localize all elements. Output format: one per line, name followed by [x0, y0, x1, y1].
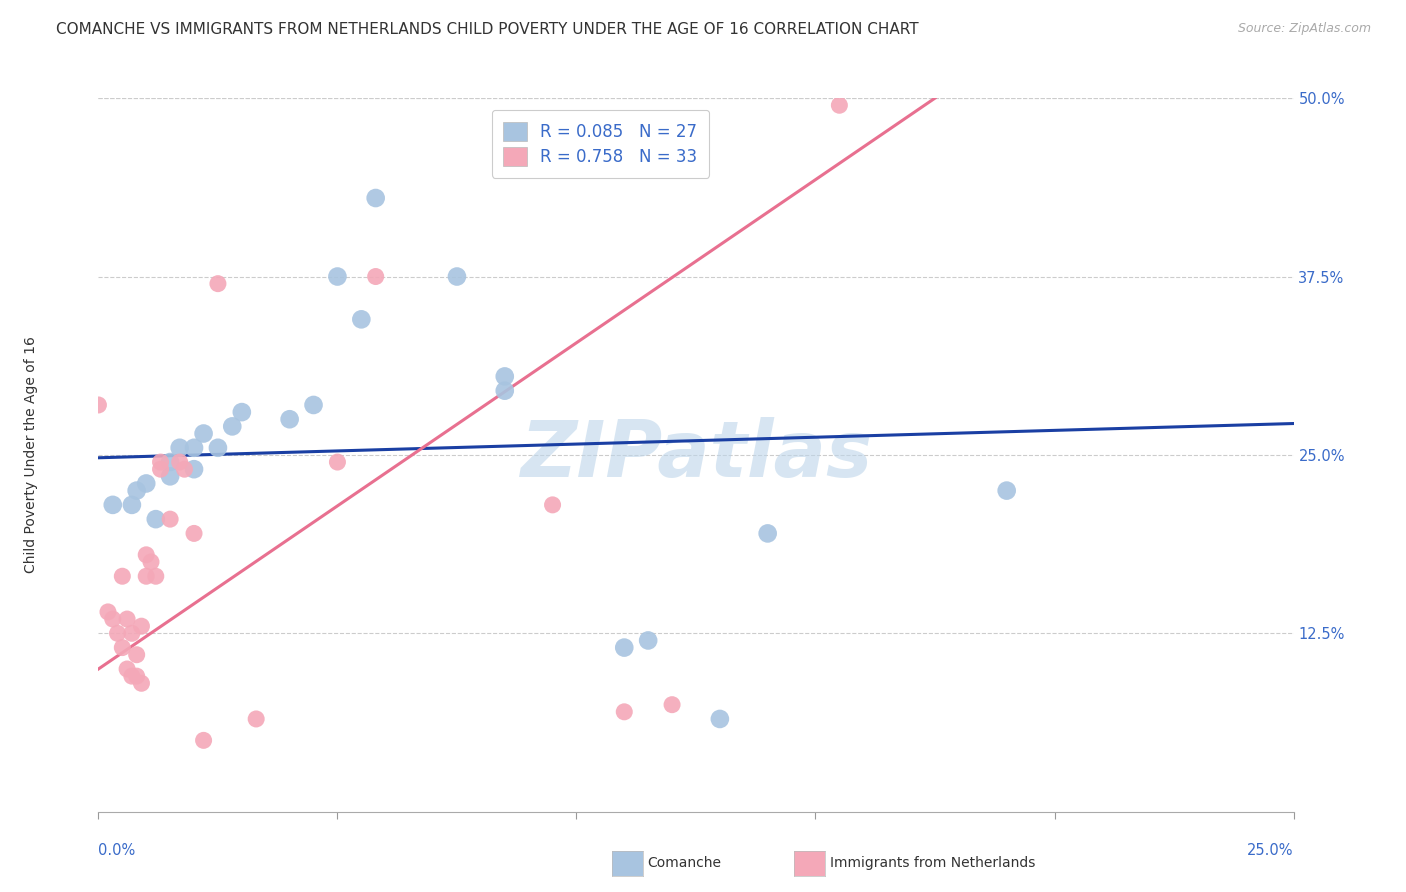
Point — [149, 455, 172, 469]
Point — [135, 548, 157, 562]
Point — [169, 441, 191, 455]
Point — [183, 462, 205, 476]
Point — [494, 384, 516, 398]
Point — [278, 412, 301, 426]
Point — [446, 269, 468, 284]
Point — [995, 483, 1018, 498]
Point — [97, 605, 120, 619]
Point — [159, 469, 181, 483]
Point — [145, 512, 167, 526]
Point — [221, 419, 243, 434]
Text: 0.0%: 0.0% — [98, 843, 135, 858]
Point — [364, 269, 387, 284]
Point — [169, 455, 191, 469]
Point — [101, 612, 124, 626]
Point — [231, 405, 253, 419]
Point — [131, 676, 153, 690]
Point — [364, 191, 387, 205]
Point — [183, 526, 205, 541]
Point — [326, 455, 349, 469]
Point — [115, 612, 138, 626]
Point — [145, 569, 167, 583]
Point — [111, 569, 134, 583]
Point — [125, 669, 148, 683]
Point — [173, 462, 195, 476]
Point — [207, 277, 229, 291]
Point — [125, 648, 148, 662]
Text: Comanche: Comanche — [647, 856, 721, 871]
Text: 25.0%: 25.0% — [1247, 843, 1294, 858]
Point — [494, 369, 516, 384]
Point — [541, 498, 564, 512]
Point — [135, 569, 157, 583]
Point — [149, 462, 172, 476]
Point — [121, 626, 143, 640]
Point — [87, 398, 110, 412]
Point — [193, 426, 215, 441]
Point — [350, 312, 373, 326]
Text: Child Poverty Under the Age of 16: Child Poverty Under the Age of 16 — [24, 336, 38, 574]
Point — [661, 698, 683, 712]
Point — [111, 640, 134, 655]
Point — [121, 669, 143, 683]
Text: Source: ZipAtlas.com: Source: ZipAtlas.com — [1237, 22, 1371, 36]
Point — [245, 712, 267, 726]
Point — [159, 455, 181, 469]
Point — [756, 526, 779, 541]
Point — [107, 626, 129, 640]
Legend: R = 0.085   N = 27, R = 0.758   N = 33: R = 0.085 N = 27, R = 0.758 N = 33 — [492, 110, 709, 178]
Point — [709, 712, 731, 726]
Point — [828, 98, 851, 112]
Text: ZIPatlas: ZIPatlas — [520, 417, 872, 493]
Point — [302, 398, 325, 412]
Point — [183, 441, 205, 455]
Point — [135, 476, 157, 491]
Point — [326, 269, 349, 284]
Point — [159, 512, 181, 526]
Point — [121, 498, 143, 512]
Text: COMANCHE VS IMMIGRANTS FROM NETHERLANDS CHILD POVERTY UNDER THE AGE OF 16 CORREL: COMANCHE VS IMMIGRANTS FROM NETHERLANDS … — [56, 22, 920, 37]
Point — [207, 441, 229, 455]
Point — [131, 619, 153, 633]
Point — [637, 633, 659, 648]
Text: Immigrants from Netherlands: Immigrants from Netherlands — [830, 856, 1035, 871]
Point — [613, 705, 636, 719]
Point — [139, 555, 162, 569]
Point — [613, 640, 636, 655]
Point — [193, 733, 215, 747]
Point — [125, 483, 148, 498]
Point — [115, 662, 138, 676]
Point — [101, 498, 124, 512]
